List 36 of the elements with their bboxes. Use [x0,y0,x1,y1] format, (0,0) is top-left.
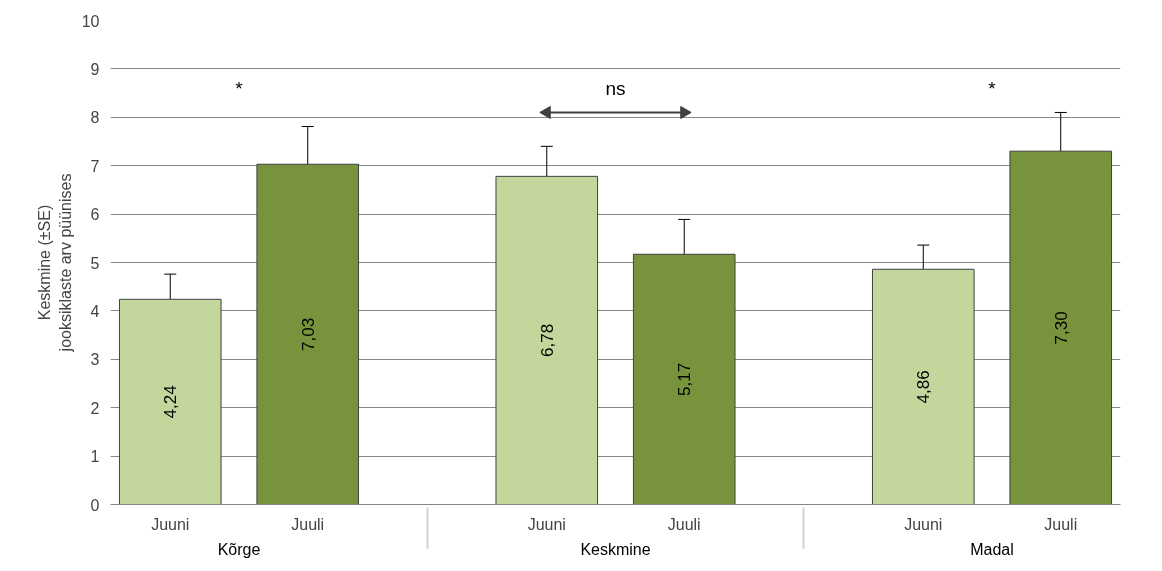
y-tick-label: 1 [90,448,100,466]
annotation: * [235,77,244,99]
y-axis-title: Keskmine (±SE) jooksiklaste arv püünises [36,173,74,353]
y-tick-label: 3 [90,351,100,369]
y-tick-label: 6 [90,206,100,224]
text: Juuni [527,515,566,533]
y-tick-label: 2 [90,399,100,417]
bar [118,298,222,505]
bar [632,253,736,505]
y-tick-label: 0 [90,496,100,514]
data-label: 4,86 [914,370,934,404]
data-label: 5,17 [675,362,695,396]
y-tick-label: 7 [90,157,100,175]
data-label: 4,24 [161,385,181,419]
text: Juuni [904,515,943,533]
x-tick-label: Keskmine [580,540,651,558]
data-label: 7,30 [1051,311,1071,345]
bar [256,163,360,505]
x-tick-label: Kõrge [217,540,261,558]
data-label: 7,03 [298,317,318,351]
data-label: 6,78 [537,323,557,357]
annotation: ns [605,77,626,99]
y-tick-label: 9 [90,60,100,78]
text: Juuli [1044,515,1078,533]
bar [871,268,975,505]
annotation: * [988,77,997,99]
series-label: Juuni [151,515,190,533]
bar [495,175,599,505]
y-tick-label: 10 [81,12,100,30]
bar [1009,150,1113,505]
y-tick-label: 5 [90,254,100,272]
series-label: Juuli [291,515,325,533]
y-tick-label: 8 [90,109,100,127]
text: Juuli [667,515,701,533]
y-tick-label: 4 [90,302,100,320]
x-tick-label: Madal [970,540,1014,558]
